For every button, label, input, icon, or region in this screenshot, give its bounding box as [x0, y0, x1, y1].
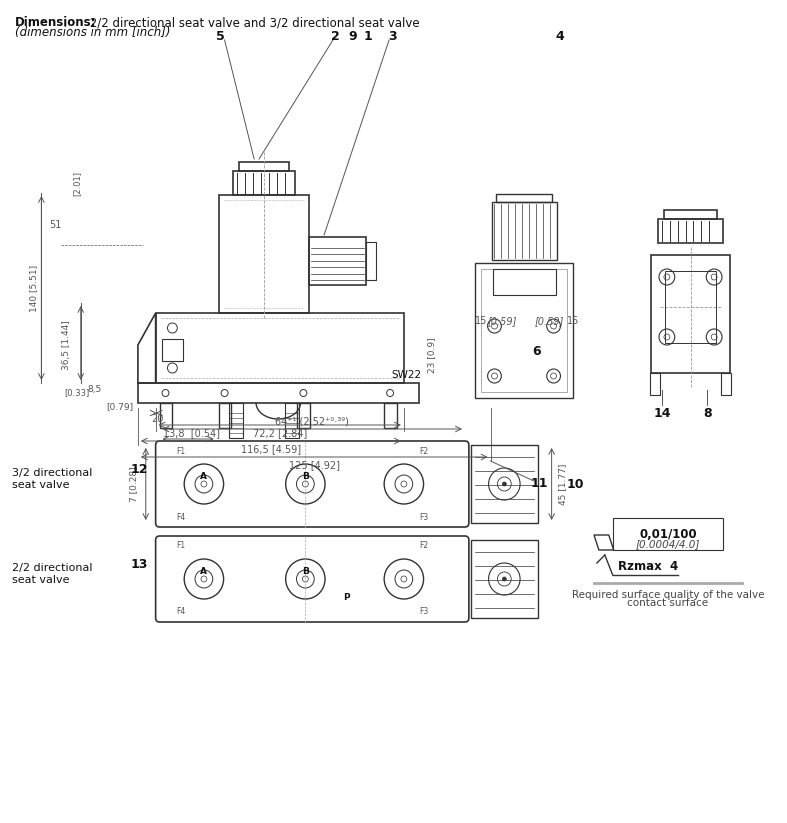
- Text: 7 [0.28]: 7 [0.28]: [130, 466, 139, 502]
- Circle shape: [502, 577, 506, 581]
- Bar: [160, 403, 172, 428]
- Text: F2: F2: [419, 542, 428, 551]
- Bar: [161, 339, 183, 361]
- Text: 1: 1: [364, 30, 373, 43]
- Text: [2.01]: [2.01]: [72, 170, 81, 196]
- Bar: [664, 210, 717, 219]
- Bar: [309, 237, 367, 285]
- Bar: [492, 202, 556, 260]
- Text: F1: F1: [177, 542, 186, 551]
- Text: A: A: [201, 472, 208, 481]
- Text: [0.33]: [0.33]: [65, 388, 90, 398]
- Text: 36,5 [1.44]: 36,5 [1.44]: [62, 320, 72, 370]
- Circle shape: [502, 482, 506, 486]
- Text: 125 [4.92]: 125 [4.92]: [289, 460, 340, 470]
- Text: P: P: [343, 593, 350, 602]
- Bar: [650, 373, 660, 395]
- Text: Required surface quality of the valve: Required surface quality of the valve: [571, 590, 764, 600]
- Text: 45 [1.77]: 45 [1.77]: [558, 463, 567, 504]
- Text: 2/2 directional seat valve and 3/2 directional seat valve: 2/2 directional seat valve and 3/2 direc…: [86, 16, 419, 29]
- Bar: [239, 162, 289, 171]
- Bar: [658, 219, 723, 243]
- Text: 9: 9: [349, 30, 357, 43]
- Bar: [665, 271, 716, 343]
- Text: 72,2 [2.84]: 72,2 [2.84]: [253, 428, 307, 438]
- Bar: [384, 403, 397, 428]
- Bar: [219, 195, 309, 313]
- Text: [0.79]: [0.79]: [106, 402, 134, 412]
- Text: 6: 6: [533, 345, 541, 357]
- Text: 15: 15: [475, 316, 487, 326]
- Bar: [475, 263, 573, 398]
- Bar: [471, 540, 538, 618]
- Text: 51: 51: [49, 220, 61, 230]
- Text: A: A: [201, 566, 208, 575]
- Bar: [138, 383, 419, 403]
- Text: 64⁺¹ (2.52⁺⁰·³⁹): 64⁺¹ (2.52⁺⁰·³⁹): [275, 416, 349, 426]
- Bar: [219, 403, 231, 428]
- Text: F3: F3: [419, 513, 428, 522]
- Bar: [228, 403, 243, 438]
- Text: F4: F4: [176, 607, 186, 616]
- Text: B: B: [302, 472, 309, 481]
- Text: 140 [5.51]: 140 [5.51]: [29, 264, 38, 312]
- Text: Dimensions:: Dimensions:: [15, 16, 96, 29]
- Text: 8,5: 8,5: [87, 384, 102, 393]
- Text: 2: 2: [331, 30, 339, 43]
- Bar: [651, 255, 730, 373]
- Text: contact surface: contact surface: [627, 598, 708, 608]
- Text: 0,01/100: 0,01/100: [639, 528, 696, 541]
- Text: [0.0004/4.0]: [0.0004/4.0]: [636, 539, 700, 549]
- Text: [0.59]: [0.59]: [535, 316, 564, 326]
- Text: 116,5 [4.59]: 116,5 [4.59]: [241, 444, 301, 454]
- Text: B: B: [302, 566, 309, 575]
- Text: [0.59]: [0.59]: [488, 316, 517, 326]
- Text: 23 [0.9]: 23 [0.9]: [427, 337, 436, 373]
- Text: 8: 8: [703, 407, 711, 420]
- Bar: [721, 373, 731, 395]
- Bar: [497, 194, 552, 202]
- Text: Rzmax  4: Rzmax 4: [618, 560, 678, 574]
- Text: SW22: SW22: [391, 370, 422, 380]
- Bar: [481, 269, 567, 392]
- Text: F2: F2: [419, 447, 428, 455]
- Text: F1: F1: [177, 447, 186, 455]
- Text: 10: 10: [567, 477, 584, 491]
- Text: F4: F4: [176, 513, 186, 522]
- Bar: [156, 313, 404, 383]
- Text: 14: 14: [653, 407, 671, 420]
- Bar: [367, 242, 376, 280]
- Text: 13,8  [0.54]: 13,8 [0.54]: [163, 428, 220, 438]
- Text: 15: 15: [567, 316, 579, 326]
- Text: 20: 20: [151, 414, 164, 424]
- Bar: [471, 445, 538, 523]
- Bar: [297, 403, 310, 428]
- Text: F3: F3: [419, 607, 428, 616]
- Text: 4: 4: [555, 30, 563, 43]
- Bar: [285, 403, 299, 438]
- Bar: [493, 269, 556, 295]
- Text: 11: 11: [530, 477, 548, 490]
- Text: 3/2 directional
seat valve: 3/2 directional seat valve: [12, 468, 92, 490]
- Bar: [613, 518, 723, 550]
- Text: 5: 5: [216, 30, 225, 43]
- Text: 13: 13: [131, 557, 148, 570]
- Text: 2/2 directional
seat valve: 2/2 directional seat valve: [12, 563, 92, 585]
- Text: 3: 3: [388, 30, 397, 43]
- Text: (dimensions in mm [inch]): (dimensions in mm [inch]): [15, 26, 170, 39]
- Text: 12: 12: [131, 463, 148, 476]
- Bar: [234, 171, 294, 195]
